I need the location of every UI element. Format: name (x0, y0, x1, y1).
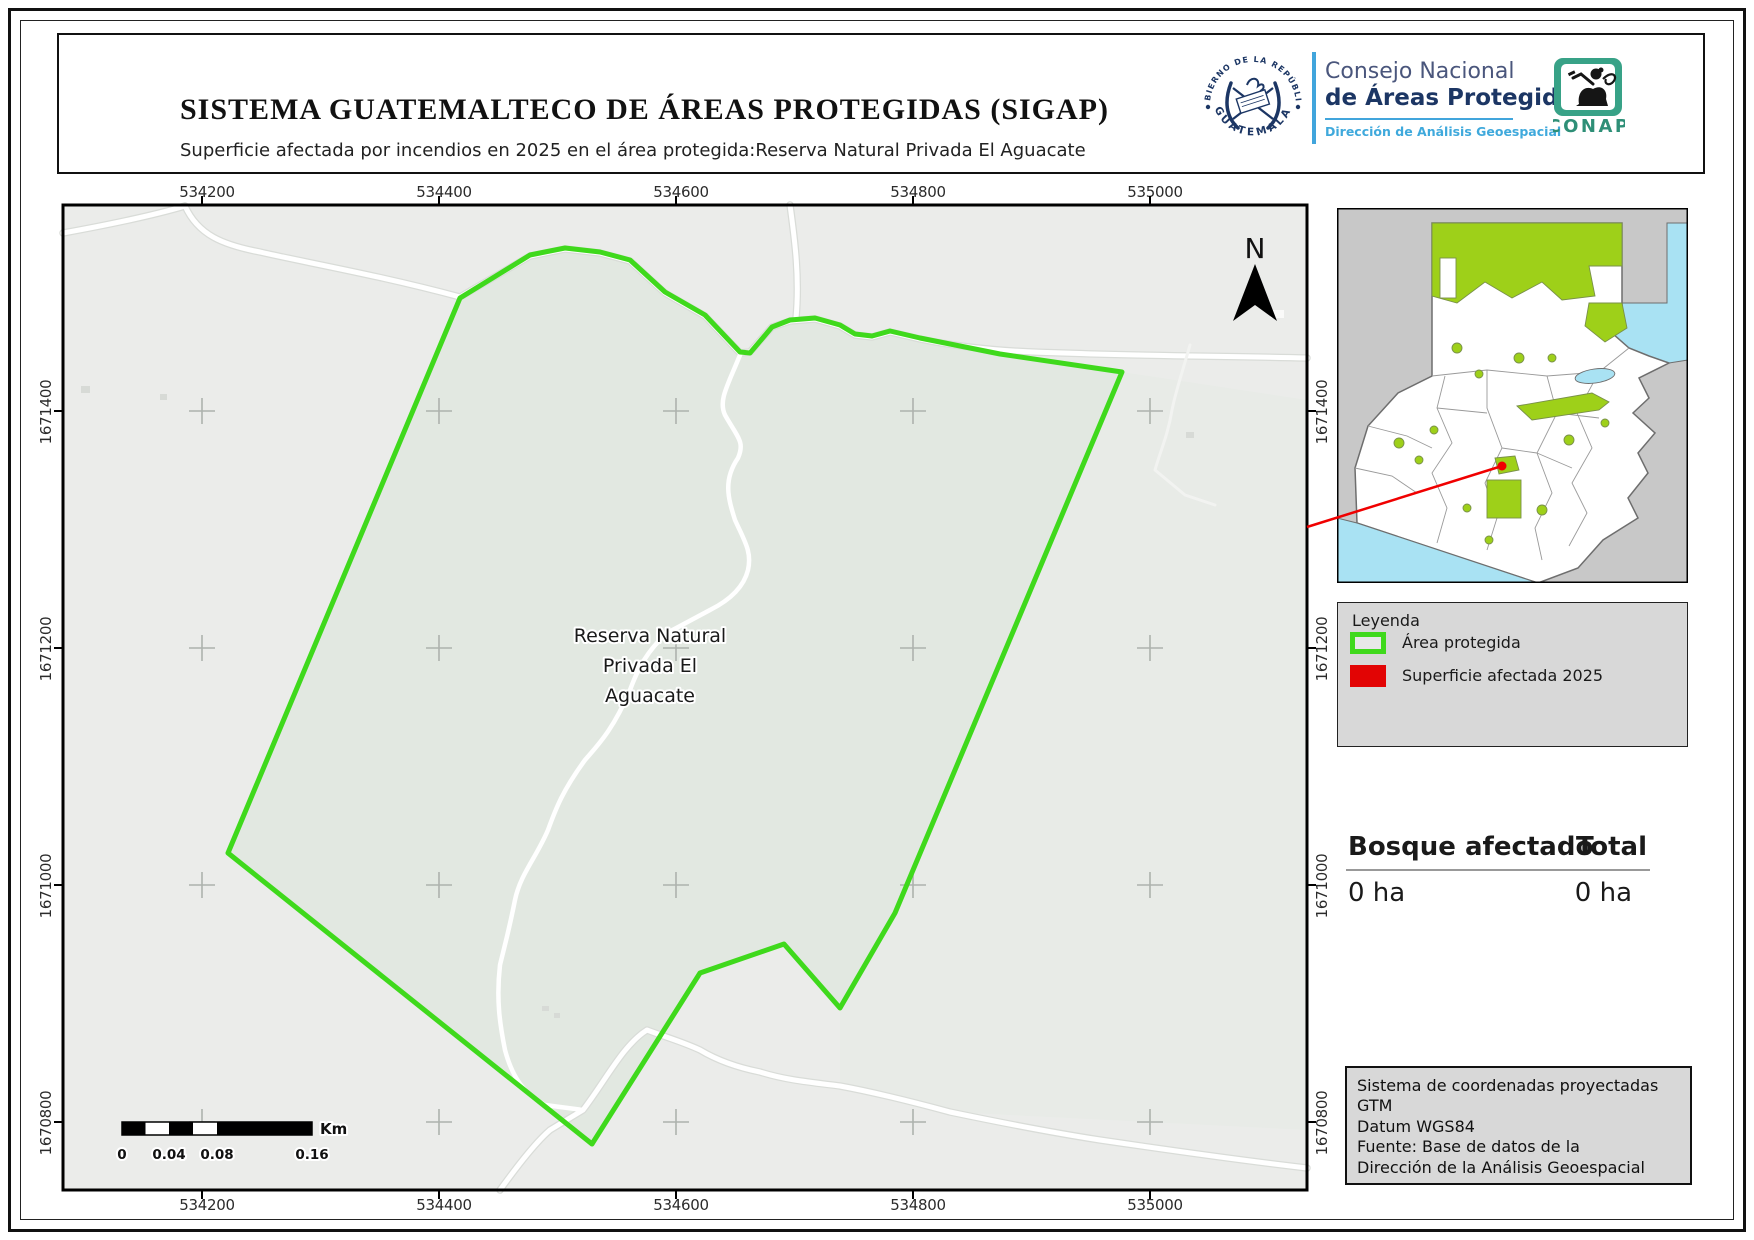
conap-acronym: CONAP (1553, 116, 1625, 136)
x-axis-label-top: 535000 (1127, 183, 1183, 201)
stat-total-title: Total (1575, 832, 1647, 862)
legend-item-label: Área protegida (1402, 633, 1521, 652)
page-title: SISTEMA GUATEMALTECO DE ÁREAS PROTEGIDAS… (180, 93, 1110, 126)
area-label-line3: Aguacate (605, 685, 695, 707)
inset-protected-areas (1393, 222, 1628, 545)
legend: Leyenda Área protegida Superficie afecta… (1337, 602, 1688, 747)
org-rule (1325, 118, 1513, 120)
main-map: Reserva Natural Privada El Aguacate N 0 … (54, 196, 1316, 1199)
map-frame (61, 203, 1309, 1192)
scalebar-label-3: 0.16 (295, 1147, 328, 1163)
building-specks (81, 310, 1284, 1018)
x-axis-label-bottom: 534200 (179, 1196, 235, 1214)
protected-area-boundary (225, 245, 1125, 1147)
seal-emblem (1225, 77, 1281, 130)
info-line: Dirección de la Análisis Geoespacial (1357, 1157, 1645, 1177)
x-axis-label-bottom: 534400 (416, 1196, 472, 1214)
scalebar-label-0: 0 (117, 1147, 126, 1163)
stat-total-value: 0 ha (1574, 878, 1632, 908)
protected-area-fill (228, 248, 1122, 1144)
east-landcover-patch (840, 372, 1307, 1130)
org-name-line1: Consejo Nacional (1325, 59, 1515, 84)
x-axis-label-top: 534800 (890, 183, 946, 201)
x-axis-label-bottom: 534600 (653, 1196, 709, 1214)
x-axis-label-top: 534600 (653, 183, 709, 201)
axis-ticks (54, 196, 1316, 1199)
legend-item-label: Superficie afectada 2025 (1402, 666, 1604, 685)
guatemala-government-seal-icon: GOBIERNO DE LA REPÚBLICA GUATEMALA (1200, 47, 1302, 139)
x-axis-label-bottom: 535000 (1127, 1196, 1183, 1214)
protected-area-swatch (1350, 632, 1386, 654)
stats-underline (1346, 869, 1650, 871)
north-arrow-icon: N (1233, 232, 1277, 321)
guatemala-locator-map (1337, 208, 1688, 583)
x-axis-label-bottom: 534800 (890, 1196, 946, 1214)
scale-bar: 0 0.04 0.08 0.16 Km (115, 1118, 349, 1165)
header: SISTEMA GUATEMALTECO DE ÁREAS PROTEGIDAS… (57, 33, 1705, 174)
scalebar-label-2: 0.08 (200, 1147, 233, 1163)
locator-dot (1497, 461, 1507, 471)
scalebar-label-1: 0.04 (152, 1147, 185, 1163)
area-label-line2: Privada El (603, 655, 697, 677)
x-axis-label-top: 534400 (416, 183, 472, 201)
monkey-icon (1567, 67, 1617, 106)
info-line: Sistema de coordenadas proyectadas (1357, 1076, 1659, 1095)
info-line: Fuente: Base de datos de la (1357, 1137, 1580, 1157)
coordinate-system-info: Sistema de coordenadas proyectadas GTM D… (1345, 1066, 1692, 1185)
info-line: GTM (1357, 1096, 1393, 1116)
lake-izabal (1574, 368, 1616, 384)
locator-leader-line (1306, 461, 1507, 529)
stat-bosque-afectado-value: 0 ha (1348, 878, 1406, 908)
area-label-line1: Reserva Natural (574, 625, 726, 647)
scalebar-unit: Km (320, 1120, 347, 1138)
org-name-line3: Dirección de Análisis Geoespacial (1325, 124, 1562, 139)
x-axis-label-top: 534200 (179, 183, 235, 201)
affected-surface-swatch (1350, 665, 1386, 687)
header-divider (1312, 52, 1316, 144)
info-line: Datum WGS84 (1357, 1116, 1475, 1136)
legend-title: Leyenda (1352, 611, 1420, 630)
page-subtitle: Superficie afectada por incendios en 202… (180, 140, 1086, 161)
conap-logo: CONAP (1553, 58, 1625, 136)
org-name-line2: de Áreas Protegidas (1325, 85, 1588, 111)
north-label: N (1245, 232, 1266, 265)
stat-bosque-afectado-title: Bosque afectado (1348, 832, 1594, 862)
